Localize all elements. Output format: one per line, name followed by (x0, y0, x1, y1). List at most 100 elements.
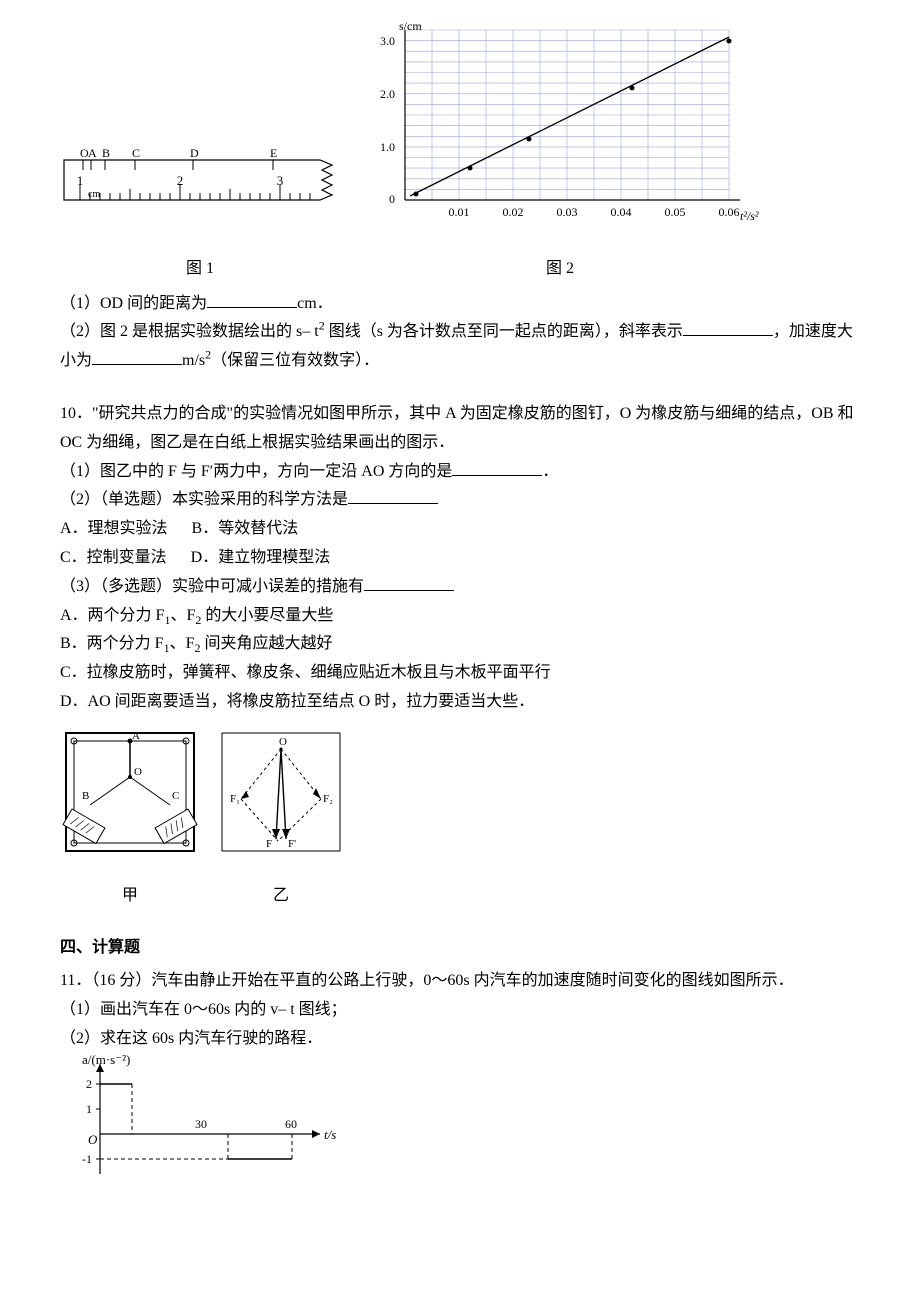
q11-stem-text: （16 分）汽车由静止开始在平直的公路上行驶，0～60s 内汽车的加速度随时间变… (91, 972, 793, 989)
q10-opts-ab: A．理想实验法 B．等效替代法 (60, 515, 860, 544)
x-tick-4: 0.04 (611, 205, 632, 219)
blank (364, 574, 454, 591)
y-tick-2: 2.0 (380, 87, 395, 101)
yF2: F₂ (323, 793, 333, 805)
t: 、F (170, 635, 195, 652)
blank (92, 348, 182, 365)
q10-multi-D: D．AO 间距离要适当，将橡皮筋拉至结点 O 时，拉力要适当大些． (60, 688, 860, 717)
ruler-label-B: B (102, 146, 110, 160)
ruler-unit: cm (88, 189, 100, 200)
q11-num: 11． (60, 972, 91, 989)
y-label: a/(m·s⁻²) (82, 1054, 130, 1067)
blank (452, 459, 542, 476)
q9-figure-row: O A B C D E (60, 20, 860, 284)
q10-figures: A O B C (60, 727, 860, 911)
ruler-num-2: 2 (177, 173, 184, 188)
st2-chart: 0 1.0 2.0 3.0 0.01 0.02 0.03 0.04 0.05 0… (360, 20, 760, 240)
ruler-num-1: 1 (77, 173, 84, 188)
q9-part2: （2）图 2 是根据实验数据绘出的 s– t2 图线（s 为各计数点至同一起点的… (60, 318, 860, 376)
q10-p3-a: （3）（多选题）实验中可减小误差的措施有 (60, 578, 364, 595)
fig-yi: O F₁ F₂ F F' (216, 727, 346, 867)
q10-opts-cd: C．控制变量法 D．建立物理模型法 (60, 544, 860, 573)
blank (683, 319, 773, 336)
ruler-ticks (80, 185, 310, 200)
fig2-caption: 图 2 (360, 255, 760, 284)
lblA: A (132, 730, 140, 742)
lblO: O (134, 766, 142, 778)
ruler-label-C: C (132, 146, 140, 160)
t: B．两个分力 F (60, 635, 164, 652)
x-tick-2: 0.02 (503, 205, 524, 219)
yt2: 2 (86, 1077, 92, 1091)
q9-p1-before: （1）OD 间的距离为 (60, 295, 207, 312)
at-chart: 2 1 -1 O 30 60 a/(m·s⁻²) t/s (60, 1054, 340, 1184)
ruler-label-D: D (190, 146, 199, 160)
q10-p1-b: ． (542, 463, 558, 480)
lblC: C (172, 790, 179, 802)
figure-2-wrap: 0 1.0 2.0 3.0 0.01 0.02 0.03 0.04 0.05 0… (360, 20, 760, 284)
q10-p2-a: （2）（单选题）本实验采用的科学方法是 (60, 491, 348, 508)
q10-part1: （1）图乙中的 F 与 F′两力中，方向一定沿 AO 方向的是 ． (60, 458, 860, 487)
origin-O: O (88, 1132, 98, 1147)
yO: O (279, 736, 287, 748)
fig-jia: A O B C (60, 727, 200, 867)
x-tick-5: 0.05 (665, 205, 686, 219)
yF1: F₁ (230, 793, 240, 805)
x-label: t/s (324, 1127, 336, 1142)
lblB: B (82, 790, 89, 802)
blank (348, 487, 438, 504)
q9-p1-after: cm． (297, 295, 333, 312)
q9-p2-e: （保留三位有效数字）． (211, 352, 379, 369)
x-tick-1: 0.01 (449, 205, 470, 219)
q9-p2-b: 图线（s 为各计数点至同一起点的距离），斜率表示 (325, 323, 683, 340)
q10-num: 10． (60, 405, 92, 422)
xt30: 30 (195, 1117, 207, 1131)
question-10: 10．"研究共点力的合成"的实验情况如图甲所示，其中 A 为固定橡皮筋的图钉，O… (60, 400, 860, 910)
q10-part2: （2）（单选题）本实验采用的科学方法是 (60, 486, 860, 515)
blank (207, 291, 297, 308)
q9-part1: （1）OD 间的距离为 cm． (60, 290, 860, 319)
x-axis-label: t²/s² (740, 209, 759, 223)
section-4-heading: 四、计算题 (60, 934, 860, 963)
q10-multi-C: C．拉橡皮筋时，弹簧秤、橡皮条、细绳应贴近木板且与木板平面平行 (60, 659, 860, 688)
y-axis-label: s/cm (399, 20, 422, 33)
q10-multi-B: B．两个分力 F1、F2 间夹角应越大越好 (60, 630, 860, 659)
q11-stem: 11．（16 分）汽车由静止开始在平直的公路上行驶，0～60s 内汽车的加速度随… (60, 967, 860, 996)
yt1: 1 (86, 1102, 92, 1116)
ruler-num-3: 3 (277, 173, 284, 188)
x-tick-3: 0.03 (557, 205, 578, 219)
q11-part1: （1）画出汽车在 0～60s 内的 v– t 图线； (60, 996, 860, 1025)
ytm1: -1 (82, 1152, 92, 1166)
y-tick-3: 3.0 (380, 34, 395, 48)
q10-stem-text: "研究共点力的合成"的实验情况如图甲所示，其中 A 为固定橡皮筋的图钉，O 为橡… (60, 405, 854, 451)
fig-yi-caption: 乙 (216, 882, 346, 911)
q9-p2-d: m/s (182, 352, 205, 369)
yFp: F' (288, 838, 296, 850)
yF: F (266, 838, 272, 850)
q9-p2-a: （2）图 2 是根据实验数据绘出的 s– t (60, 323, 319, 340)
y-tick-0: 0 (389, 192, 395, 206)
q11-part2: （2）求在这 60s 内汽车行驶的路程． (60, 1025, 860, 1054)
q10-p1-a: （1）图乙中的 F 与 F′两力中，方向一定沿 AO 方向的是 (60, 463, 452, 480)
fig1-caption: 图 1 (60, 255, 340, 284)
ruler-label-E: E (270, 146, 277, 160)
chart-line (410, 37, 729, 196)
question-9: O A B C D E (60, 20, 860, 376)
figure-1-wrap: O A B C D E (60, 130, 340, 284)
question-11: 11．（16 分）汽车由静止开始在平直的公路上行驶，0～60s 内汽车的加速度随… (60, 967, 860, 1194)
fig-jia-caption: 甲 (60, 882, 200, 911)
ruler-label-A: A (88, 146, 97, 160)
t: A．两个分力 F (60, 607, 164, 624)
t: 、F (170, 607, 195, 624)
q10-multi-A: A．两个分力 F1、F2 的大小要尽量大些 (60, 602, 860, 631)
t: 间夹角应越大越好 (200, 635, 332, 652)
q10-part3: （3）（多选题）实验中可减小误差的措施有 (60, 573, 860, 602)
q10-stem: 10．"研究共点力的合成"的实验情况如图甲所示，其中 A 为固定橡皮筋的图钉，O… (60, 400, 860, 458)
ruler-diagram: O A B C D E (60, 130, 340, 240)
fig-jia-wrap: A O B C (60, 727, 200, 911)
y-tick-1: 1.0 (380, 140, 395, 154)
fig-yi-wrap: O F₁ F₂ F F' 乙 (216, 727, 346, 911)
xt60: 60 (285, 1117, 297, 1131)
x-tick-6: 0.06 (719, 205, 740, 219)
t: 的大小要尽量大些 (201, 607, 333, 624)
